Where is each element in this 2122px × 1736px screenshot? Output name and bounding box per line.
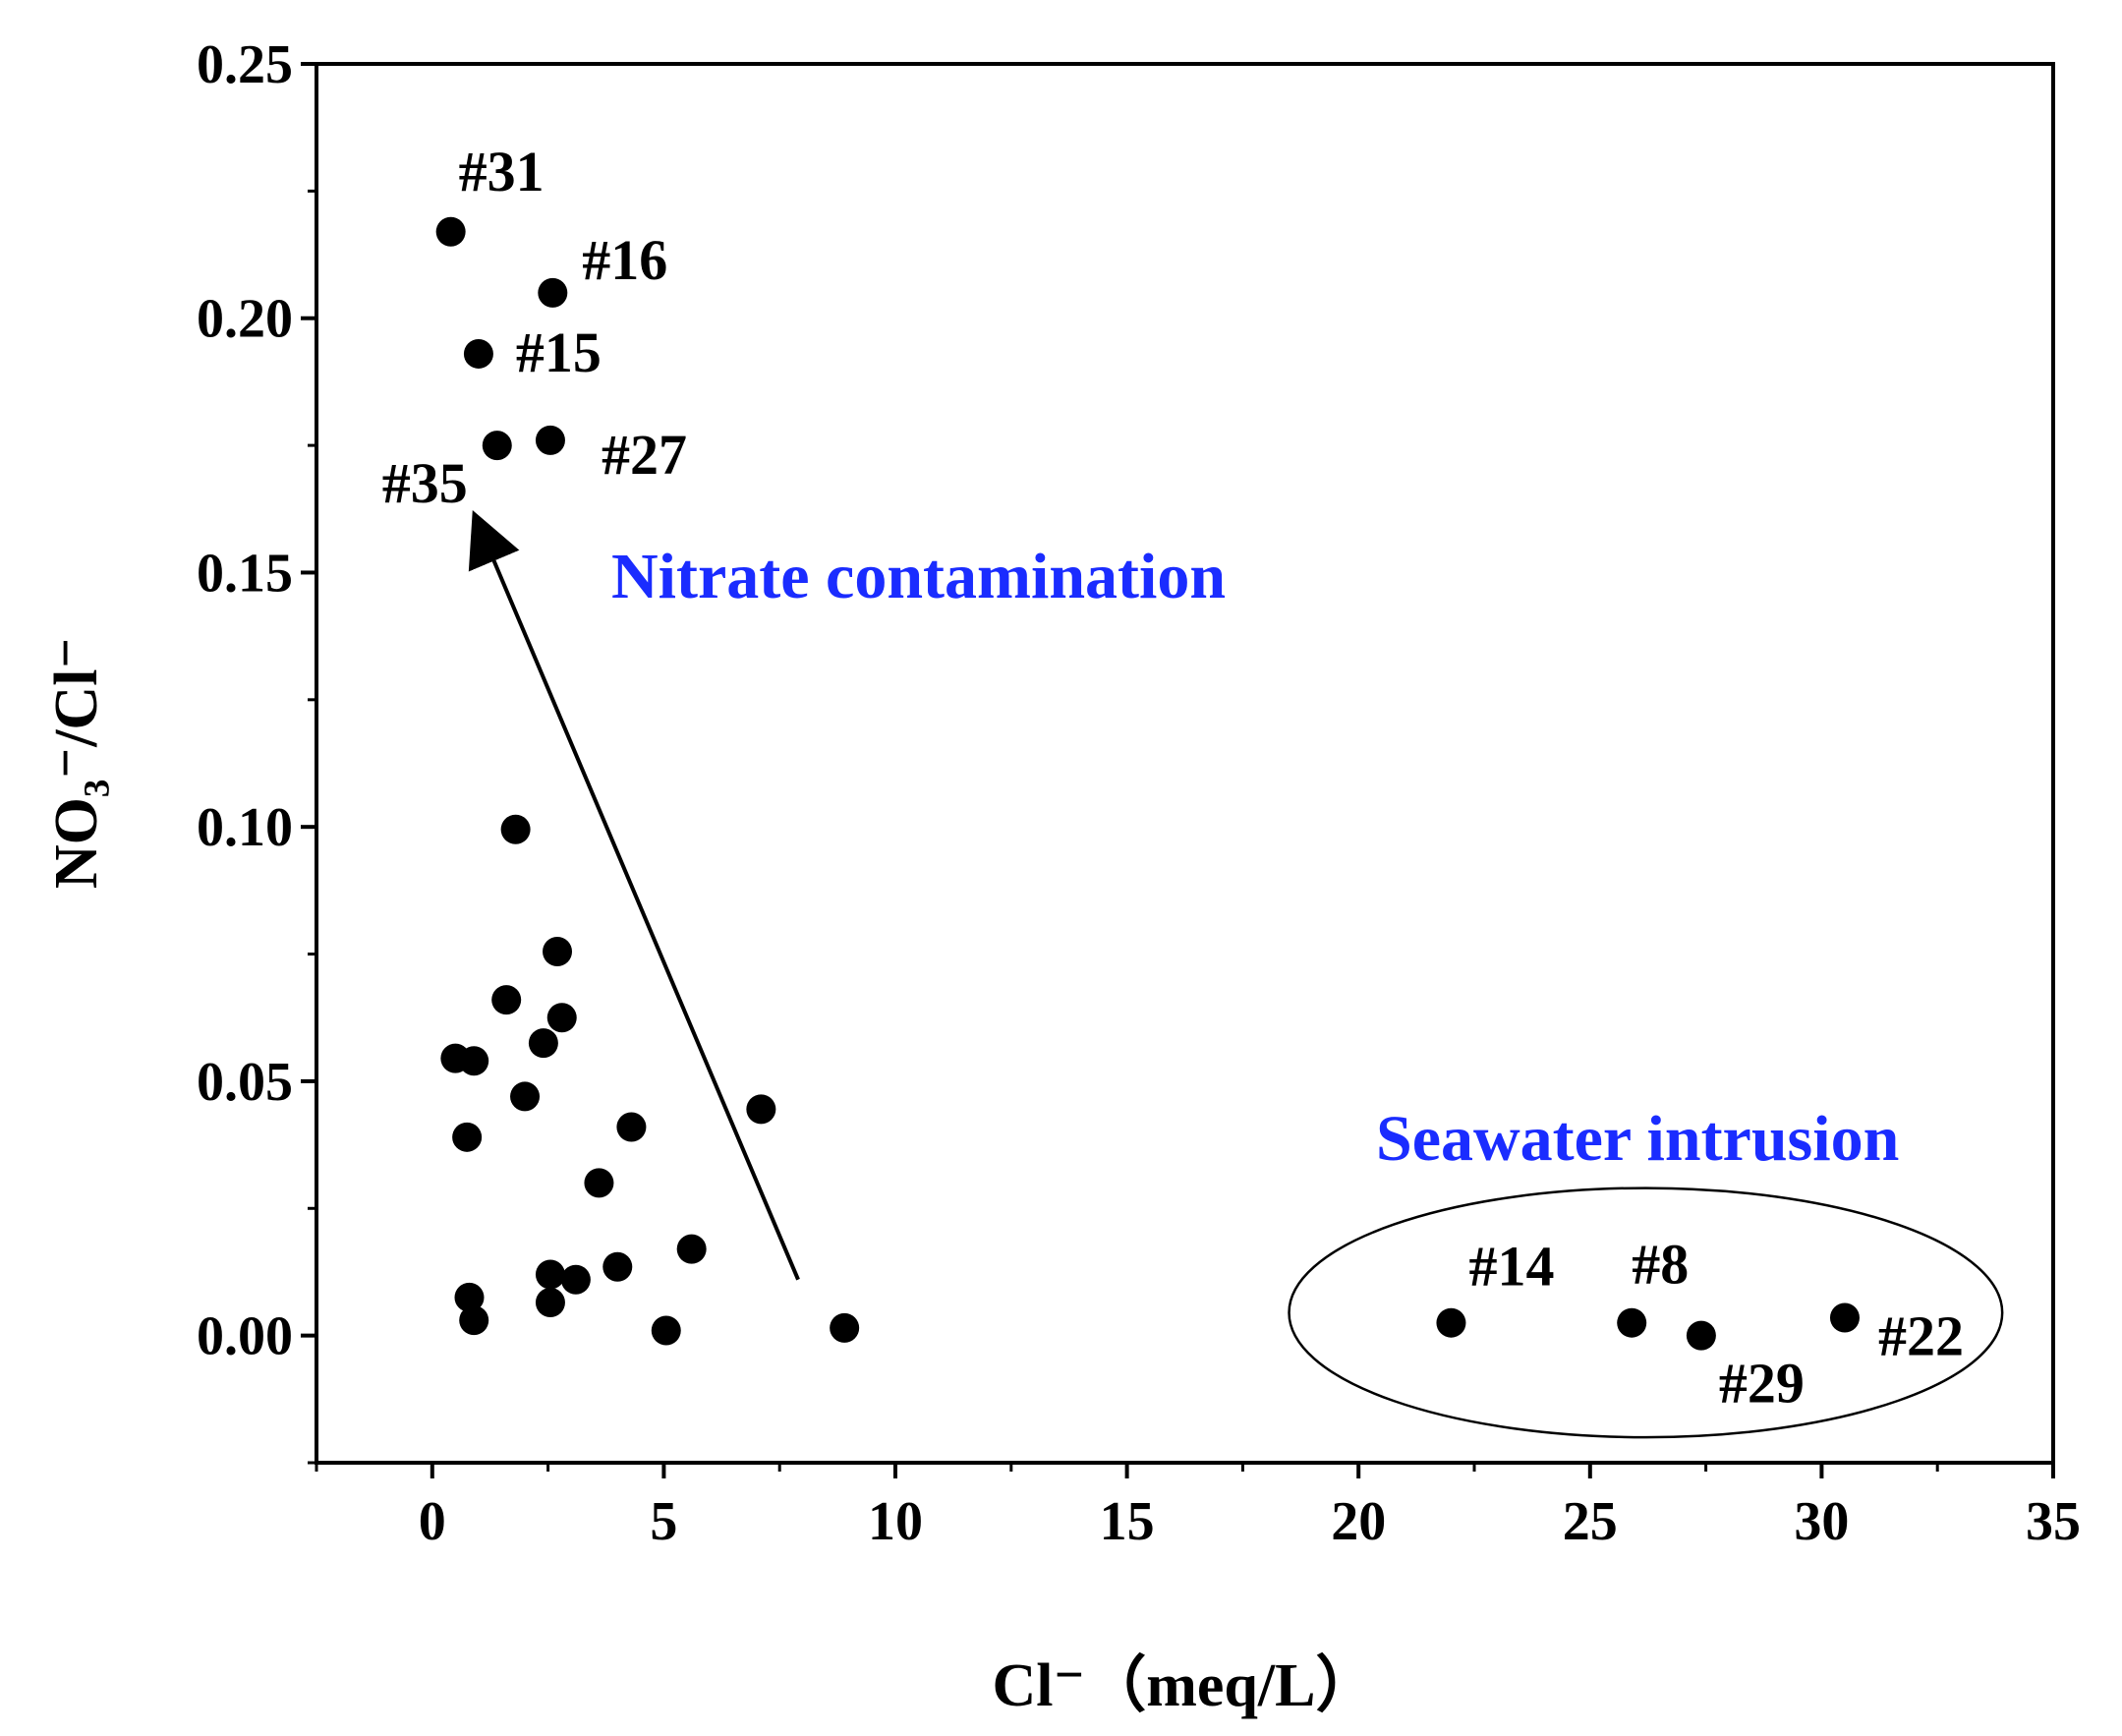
y-tick-label: 0.00: [197, 1306, 293, 1367]
data-point: [676, 1234, 707, 1264]
x-tick-label: 25: [1563, 1491, 1618, 1552]
data-point: [482, 431, 512, 461]
data-point: [452, 1122, 483, 1152]
point-labels: #31 #16 #15#27 #35 #14 #8 #29 #22: [382, 140, 1964, 1416]
data-point: [459, 1046, 489, 1076]
data-point: [459, 1305, 489, 1336]
seawater-intrusion-annotation: Seawater intrusion: [1376, 1103, 1899, 1175]
y-tick-label: 0.20: [197, 289, 293, 350]
trend-arrow: [468, 510, 800, 1281]
y-tick-label: 0.05: [197, 1052, 293, 1113]
data-point: [463, 338, 493, 369]
data-point: [546, 1003, 577, 1033]
point-label: #29: [1719, 1352, 1805, 1416]
point-label: #22: [1878, 1304, 1964, 1368]
y-tick-label: 0.25: [197, 34, 293, 95]
data-point: [602, 1251, 633, 1282]
data-point: [510, 1081, 541, 1112]
x-axis-title: Cl⁻（meq/L）: [993, 1650, 1377, 1719]
data-points: [435, 216, 1860, 1351]
data-point: [1829, 1302, 1860, 1333]
data-point: [435, 216, 466, 247]
nitrate-contamination-annotation: Nitrate contamination: [611, 541, 1226, 612]
x-tick-label: 10: [868, 1491, 923, 1552]
point-label: #15: [516, 320, 602, 384]
data-point: [535, 1259, 565, 1290]
y-tick-label: 0.10: [197, 797, 293, 858]
data-point: [538, 277, 568, 308]
point-label: #35: [382, 451, 468, 515]
point-label: #31: [459, 140, 545, 203]
x-tick-label: 35: [2026, 1491, 2081, 1552]
x-tick-label: 30: [1794, 1491, 1849, 1552]
data-point: [535, 425, 565, 455]
data-point: [584, 1168, 614, 1198]
x-tick-label: 20: [1331, 1491, 1386, 1552]
y-tick-label: 0.15: [197, 543, 293, 604]
data-point: [1436, 1307, 1466, 1338]
data-point: [491, 985, 522, 1015]
y-tick-labels: 0.00 0.05 0.10 0.15 0.20 0.25: [197, 34, 293, 1367]
x-tick-labels: 0 5 10 15 20 25 30 35: [419, 1491, 2081, 1552]
x-tick-label: 0: [419, 1491, 446, 1552]
data-point: [560, 1264, 591, 1295]
data-point: [528, 1028, 558, 1059]
point-label: #16: [582, 228, 667, 292]
axis-ticks: [301, 62, 2055, 1478]
data-point: [500, 814, 531, 844]
seawater-intrusion-ellipse: [1288, 1186, 2004, 1439]
point-label: #8: [1632, 1233, 1689, 1297]
plot-frame: [315, 62, 2055, 1465]
y-axis-title: NO₃⁻/Cl⁻: [43, 637, 110, 889]
data-point: [616, 1112, 647, 1142]
x-tick-label: 15: [1100, 1491, 1155, 1552]
data-point: [651, 1315, 681, 1346]
data-point: [746, 1094, 776, 1125]
data-point: [535, 1288, 565, 1318]
point-label: #14: [1468, 1235, 1554, 1299]
point-label: #27: [602, 423, 687, 487]
data-point: [830, 1312, 860, 1343]
data-point: [454, 1282, 485, 1312]
data-point: [1617, 1307, 1647, 1338]
data-point: [543, 936, 573, 966]
data-point: [1686, 1320, 1716, 1351]
x-tick-label: 5: [650, 1491, 677, 1552]
